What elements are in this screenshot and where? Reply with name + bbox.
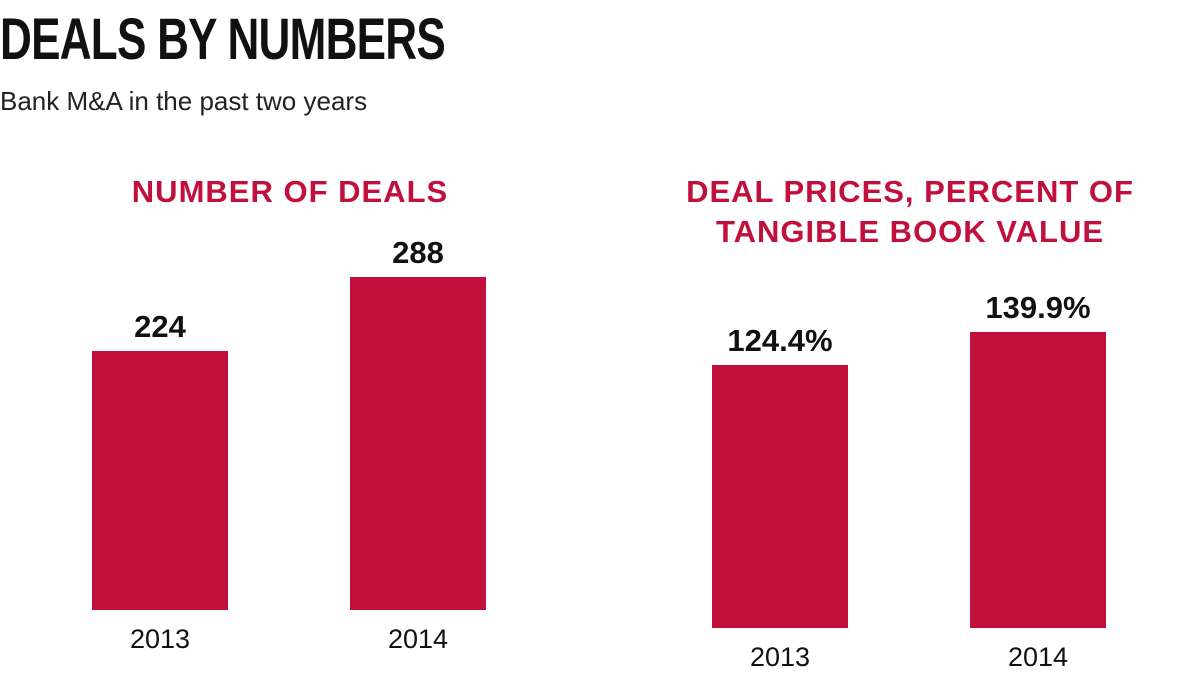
chart-title: NUMBER OF DEALS [131,174,449,209]
bar [712,364,848,628]
x-tick-label: 2014 [1007,642,1069,672]
chart-title: DEAL PRICES, PERCENT OF TANGIBLE BOOK VA… [686,174,1134,249]
page-title: DEALS BY NUMBERS [0,7,446,72]
value-label: 139.9% [985,290,1091,325]
value-label: 124.4% [727,322,833,358]
x-tick-label: 2013 [749,642,811,672]
value-label: 224 [134,309,186,344]
page-subtitle: Bank M&A in the past two years [0,86,368,116]
x-tick-label: 2013 [129,624,191,654]
bar [350,277,486,610]
x-tick-label: 2014 [387,624,449,654]
bar [92,351,228,610]
bar [970,332,1106,628]
value-label: 288 [392,235,444,270]
